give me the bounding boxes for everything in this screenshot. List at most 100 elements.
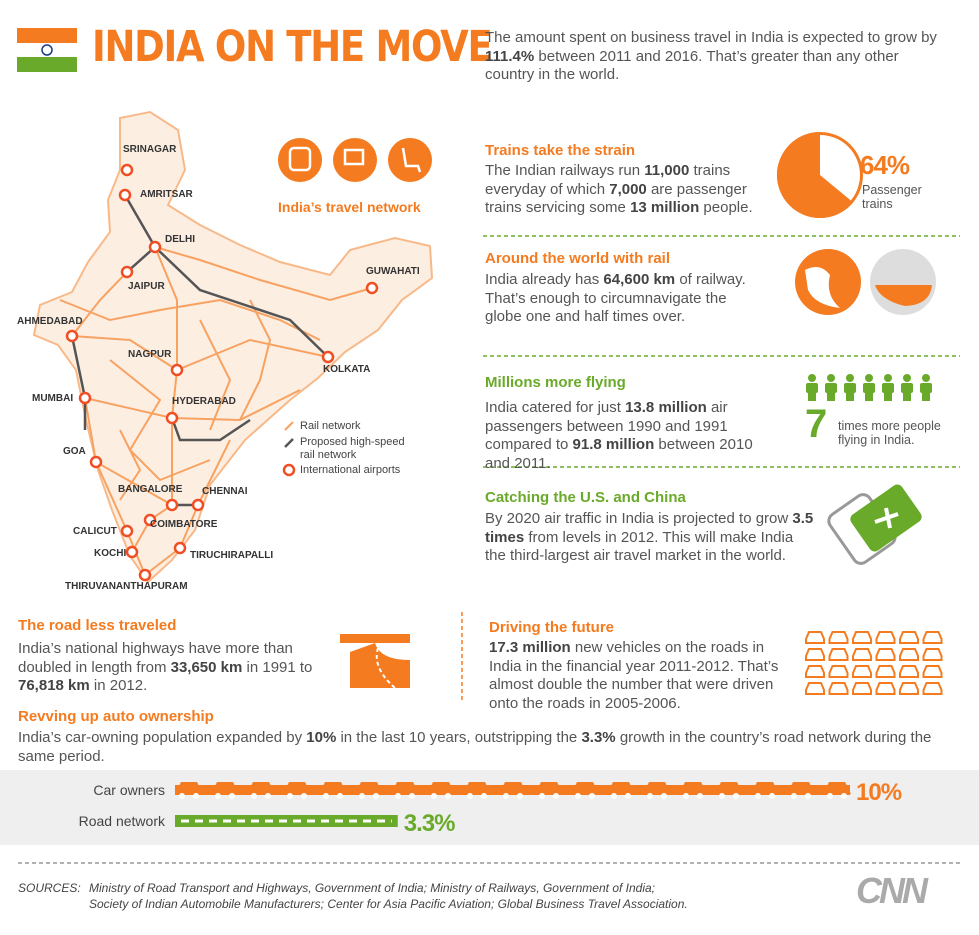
wheel	[683, 793, 689, 799]
wheel	[553, 793, 559, 799]
car-icon	[355, 782, 383, 794]
airport-dot	[120, 524, 134, 538]
road-icon	[350, 643, 410, 688]
car-icon	[875, 648, 896, 661]
car-icon	[922, 648, 943, 661]
bold-run: 13.8 million	[625, 399, 707, 416]
person-icon	[844, 383, 856, 393]
city-label: CALICUT	[73, 526, 117, 537]
bold-run: 64,600 km	[603, 271, 676, 288]
car-icon	[283, 782, 311, 794]
wheel	[287, 793, 293, 799]
airport-dot	[365, 281, 379, 295]
india-map: SRINAGAR AMRITSAR DELHI JAIPUR GUWAHATI AHMED…	[17, 110, 434, 592]
sources: Society of Indian Automobile Manufacture…	[89, 897, 688, 911]
car-icon	[922, 631, 943, 644]
person-icon	[884, 374, 892, 382]
wheel	[251, 793, 257, 799]
car-icon	[805, 648, 825, 661]
wheel	[719, 793, 725, 799]
bold-run: 10%	[306, 729, 337, 746]
paragraph: India catered for just 13.8 million air …	[485, 399, 770, 473]
train-icon-shape	[288, 146, 312, 172]
flag-wheel	[41, 44, 53, 56]
pie-label: 64%	[860, 150, 910, 180]
wheel	[647, 793, 653, 799]
flag-stripe	[17, 28, 77, 43]
text-run: India’s national highways have more than…	[18, 640, 293, 676]
paragraph: By 2020 air traffic in India is projecte…	[485, 510, 815, 566]
wheel	[841, 793, 847, 799]
legend-airport	[282, 463, 296, 477]
person-icon	[882, 383, 894, 393]
wheel	[265, 793, 271, 799]
bold-run: 76,818 km	[18, 677, 90, 694]
car-icon	[899, 665, 919, 678]
car-icon	[899, 631, 919, 644]
city-label: BANGALORE	[118, 484, 183, 495]
person-icon	[901, 383, 913, 393]
heading: Driving the future	[489, 619, 615, 636]
paragraph: 17.3 million new vehicles on the roads i…	[489, 639, 789, 713]
wheel	[611, 793, 617, 799]
paragraph: The Indian railways run 11,000 trains ev…	[485, 162, 770, 218]
airport-dot	[89, 455, 103, 469]
sources-label: SOURCES:	[18, 881, 81, 895]
airport-dot	[118, 188, 132, 202]
luggage-icon-shape	[343, 148, 365, 166]
wheel	[215, 793, 221, 799]
person-icon	[922, 374, 930, 382]
bold-run: 3.3%	[581, 729, 616, 746]
airport-dot	[65, 329, 79, 343]
pie-slice	[777, 132, 854, 218]
bold-run: 7,000	[609, 180, 647, 198]
person-icon	[903, 392, 911, 401]
airport-dot	[125, 545, 139, 559]
legend-label: International airports	[300, 464, 401, 476]
text-run: people.	[699, 199, 753, 216]
wheel	[373, 793, 379, 799]
wheel	[409, 793, 415, 799]
wheel	[359, 793, 365, 799]
car-icon	[805, 665, 825, 678]
city-label: KOLKATA	[323, 364, 370, 375]
wheel	[301, 793, 307, 799]
car-icon	[922, 682, 943, 695]
heading: Revving up auto ownership	[18, 708, 214, 725]
globe-land	[875, 285, 932, 306]
city-label: GOA	[63, 446, 86, 457]
bold-run: 91.8 million	[572, 436, 655, 453]
sources: Ministry of Road Transport and Highways,…	[89, 881, 656, 895]
city-label: HYDERABAD	[172, 396, 236, 407]
car-icon	[852, 665, 872, 678]
wheel	[697, 793, 703, 799]
intro: The amount spent on business travel in I…	[485, 29, 945, 85]
wheel	[733, 793, 739, 799]
legend-label: Proposed high-speed rail network	[300, 436, 405, 461]
bold-run: 3.5 times	[485, 510, 814, 546]
car-icon	[899, 682, 919, 695]
road-icon	[340, 634, 410, 643]
separators	[483, 235, 960, 468]
person-icon	[808, 374, 816, 382]
car-icon	[247, 782, 275, 794]
flag-stripe	[17, 57, 77, 72]
wheel	[589, 793, 595, 799]
car-icon	[499, 782, 527, 794]
text-run: India’s car-owning population expanded b…	[18, 729, 307, 746]
heading: Catching the U.S. and China	[485, 489, 686, 506]
car-icon	[319, 782, 347, 794]
car-icon	[571, 782, 599, 794]
airport-dot	[170, 363, 184, 377]
person-icon	[827, 374, 835, 382]
car-icon	[679, 782, 707, 794]
person-icon	[846, 392, 854, 401]
city-label: JAIPUR	[128, 281, 165, 292]
airport-dot	[191, 498, 205, 512]
text-run: India already has	[485, 271, 604, 288]
text-run: of railway. That’s enough to circumnavig…	[485, 271, 746, 325]
text-run: The Indian railways run	[485, 162, 645, 179]
text-run: The amount spent on business travel in I…	[485, 29, 937, 46]
car-icon	[875, 665, 896, 678]
